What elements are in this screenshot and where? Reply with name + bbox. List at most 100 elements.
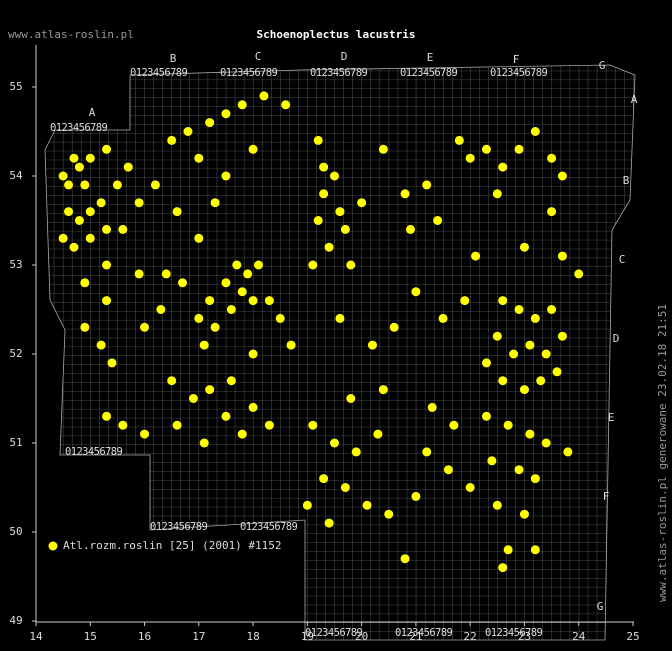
occurrence <box>226 305 236 314</box>
occurrence <box>58 233 68 243</box>
occurrence <box>140 429 150 439</box>
occurrence <box>427 402 437 412</box>
occurrence <box>205 385 215 395</box>
grid-row-label: C <box>619 253 626 266</box>
occurrence <box>335 313 345 323</box>
occurrence <box>330 171 339 181</box>
occurrence <box>492 331 502 341</box>
occurrence <box>514 144 524 154</box>
y-tick-label: 52 <box>9 347 22 360</box>
occurrence <box>118 224 128 234</box>
occurrence <box>389 322 399 332</box>
occurrence <box>102 296 112 306</box>
legend-marker <box>48 541 58 551</box>
occurrence <box>254 260 264 270</box>
grid-digits: 0123456789 <box>150 521 207 533</box>
occurrence <box>481 411 491 421</box>
occurrence <box>80 180 90 190</box>
occurrence <box>226 376 236 386</box>
x-tick-label: 24 <box>572 630 586 643</box>
occurrence <box>335 207 345 217</box>
x-tick-label: 15 <box>84 630 97 643</box>
occurrence <box>547 153 557 163</box>
occurrence <box>194 153 204 163</box>
occurrence <box>340 224 350 234</box>
occurrence <box>519 385 529 395</box>
grid-row-label: E <box>608 411 615 424</box>
occurrence <box>264 296 274 306</box>
occurrence <box>547 305 557 314</box>
occurrence <box>275 313 285 323</box>
grid-column-label: G <box>599 59 606 72</box>
site: www.atlas-roslin.pl <box>8 28 134 41</box>
occurrence <box>102 224 112 234</box>
occurrence <box>536 376 546 386</box>
occurrence <box>102 260 112 270</box>
occurrence <box>221 171 231 181</box>
occurrence <box>514 465 524 475</box>
grid-column-label: A <box>89 106 96 119</box>
occurrence <box>433 216 443 225</box>
occurrence <box>237 287 247 297</box>
generated: www.atlas-roslin.pl generowane 23.02.18 … <box>656 304 669 602</box>
x-tick-label: 23 <box>518 630 531 643</box>
occurrence <box>530 313 540 323</box>
occurrence <box>351 447 361 457</box>
occurrence <box>340 483 350 492</box>
occurrence <box>134 198 144 208</box>
occurrence <box>487 456 497 466</box>
x-tick-label: 22 <box>464 630 477 643</box>
occurrence <box>96 340 106 350</box>
occurrence <box>346 260 356 270</box>
occurrence <box>525 340 535 350</box>
grid-column-label: D <box>341 50 348 63</box>
occurrence <box>498 162 508 172</box>
occurrence <box>237 100 247 110</box>
occurrence <box>69 153 79 163</box>
occurrence <box>69 242 79 252</box>
occurrence <box>205 296 215 306</box>
occurrence <box>411 287 421 297</box>
occurrence <box>319 162 329 172</box>
occurrence <box>221 109 231 119</box>
occurrence <box>286 340 296 350</box>
occurrence <box>574 269 584 279</box>
points <box>58 91 584 573</box>
y-tick-label: 55 <box>9 80 22 93</box>
occurrence <box>498 376 508 386</box>
occurrence <box>134 269 144 279</box>
occurrence <box>422 180 432 190</box>
x-tick-label: 20 <box>355 630 368 643</box>
occurrence <box>167 135 177 145</box>
grid-digits: 0123456789 <box>490 67 547 79</box>
occurrence <box>248 402 258 412</box>
occurrence <box>460 296 470 306</box>
occurrence <box>172 420 182 430</box>
grid-column-label: C <box>255 50 262 63</box>
occurrence <box>156 305 166 314</box>
grid-digits: 0123456789 <box>130 67 187 79</box>
y-tick-label: 54 <box>9 169 23 182</box>
occurrence <box>509 349 519 359</box>
occurrence <box>80 278 90 288</box>
occurrence <box>443 465 453 475</box>
occurrence <box>530 474 540 484</box>
grid-digits: 0123456789 <box>310 67 367 79</box>
occurrence <box>210 322 220 332</box>
occurrence <box>183 127 193 136</box>
occurrence <box>259 91 269 101</box>
occurrence <box>503 545 513 555</box>
grid-digits: 0123456789 <box>400 67 457 79</box>
occurrence <box>492 189 502 199</box>
grid-digits: 0123456789 <box>65 446 122 458</box>
occurrence <box>118 420 128 430</box>
x-tick-label: 14 <box>29 630 43 643</box>
occurrence <box>161 269 171 279</box>
occurrence <box>123 162 133 172</box>
occurrence <box>102 144 112 154</box>
occurrence <box>378 144 388 154</box>
occurrence <box>541 349 551 359</box>
y-tick-label: 49 <box>9 614 22 627</box>
x-tick-label: 17 <box>192 630 205 643</box>
